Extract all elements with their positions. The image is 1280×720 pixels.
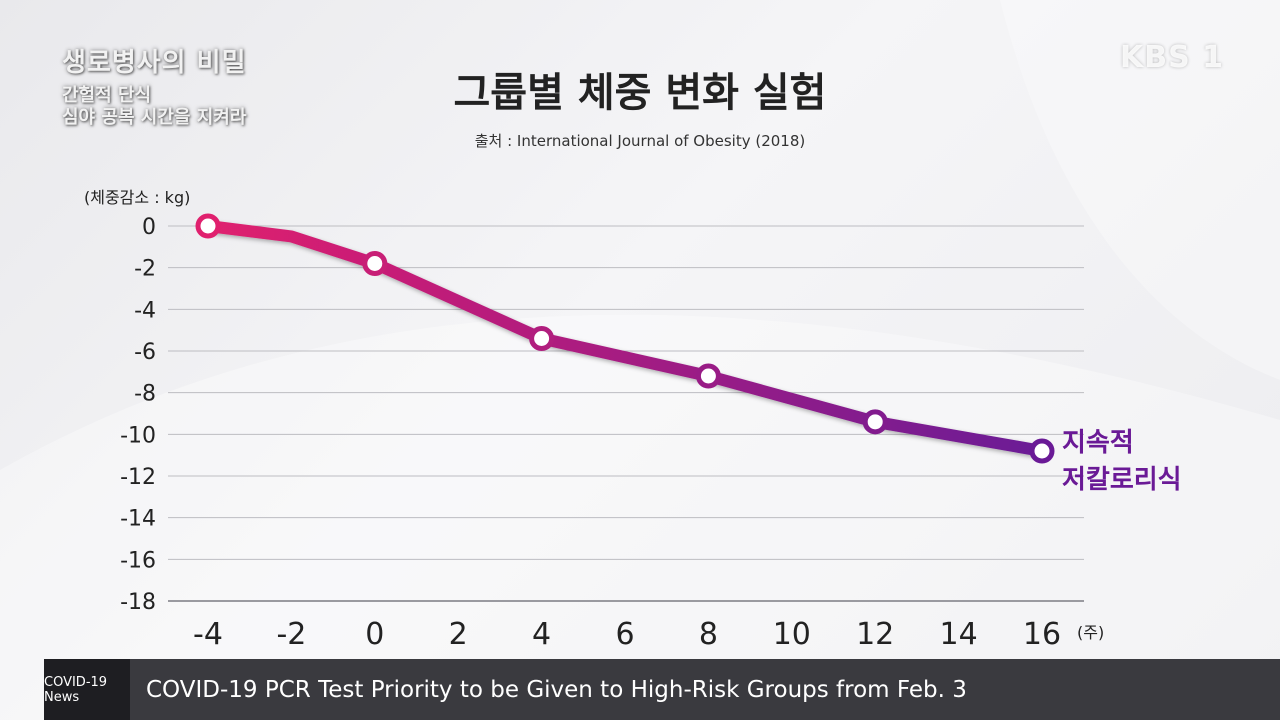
- data-point: [695, 363, 721, 389]
- x-tick-label: 16: [1023, 617, 1061, 652]
- y-tick-label: -12: [120, 465, 156, 490]
- axes: 0 -2 -4 -6 -8 -10 -12 -14 -16 -18 (체중감소 : kg) -4 -2 0…: [84, 188, 1104, 652]
- y-tick-label: -18: [120, 590, 156, 615]
- gridlines: [168, 225, 1084, 602]
- y-tick-label: -16: [120, 548, 156, 573]
- x-tick-label: 12: [856, 617, 894, 652]
- x-tick-label: -2: [276, 617, 306, 652]
- y-tick-label: -8: [134, 382, 156, 407]
- y-tick-label: -4: [134, 298, 156, 323]
- ticker-tag: COVID-19 News: [44, 659, 130, 720]
- data-point: [529, 326, 555, 351]
- x-tick-label: 10: [773, 617, 811, 652]
- x-tick-label: 4: [532, 617, 551, 652]
- series-label-line2: 저칼로리식: [1062, 465, 1182, 495]
- x-tick-label: 14: [940, 617, 978, 652]
- data-point: [862, 409, 888, 435]
- series-label-line1: 지속적: [1062, 428, 1134, 458]
- ticker-headline: COVID-19 PCR Test Priority to be Given t…: [146, 676, 967, 703]
- show-title: 생로병사의 비밀: [62, 48, 247, 78]
- chart-source: 출처 : International Journal of Obesity (2…: [474, 132, 806, 150]
- data-point: [362, 251, 388, 276]
- y-axis-label: (체중감소 : kg): [84, 188, 190, 207]
- x-tick-label: 8: [699, 617, 718, 652]
- y-tick-label: -6: [134, 340, 156, 365]
- y-tick-label: -14: [120, 507, 156, 532]
- y-tick-label: -10: [120, 423, 156, 448]
- x-tick-label: -4: [193, 617, 223, 652]
- x-axis-unit: (주): [1077, 623, 1104, 642]
- episode-subtitle-line2: 심야 공복 시간을 지켜라: [62, 107, 247, 128]
- series-line: [202, 220, 1048, 457]
- x-tick-label: 6: [615, 617, 634, 652]
- episode-subtitle-line1: 간헐적 단식: [62, 85, 152, 106]
- y-tick-label: 0: [142, 215, 156, 240]
- x-tick-label: 2: [449, 617, 468, 652]
- x-tick-label: 0: [365, 617, 384, 652]
- show-logo: 생로병사의 비밀 간헐적 단식 심야 공복 시간을 지켜라: [62, 42, 247, 129]
- y-tick-label: -2: [134, 257, 156, 282]
- data-point: [195, 213, 221, 239]
- news-ticker: COVID-19 News COVID-19 PCR Test Priority…: [44, 659, 1280, 720]
- data-point: [1029, 438, 1055, 464]
- chart-title: 그룹별 체중 변화 실험: [453, 70, 827, 116]
- channel-logo: KBS 1: [1119, 40, 1224, 75]
